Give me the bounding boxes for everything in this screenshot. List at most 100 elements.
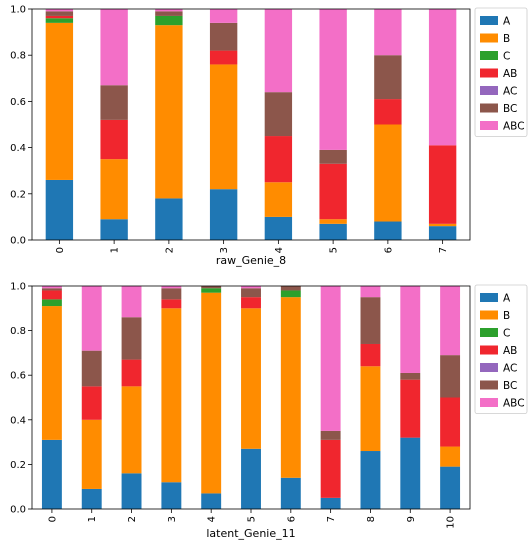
legend-swatch-b [480,33,498,43]
legend-swatch-bc [480,103,498,113]
bar-ab-4 [264,136,293,183]
bar-abc-1 [81,286,102,351]
legend-label-bc: BC [503,103,517,115]
bar-ab-2 [121,359,142,387]
legend-swatch-a [480,293,498,302]
bar-a-2 [155,198,183,240]
bar-ab-10 [440,397,461,447]
legend-swatch-ac [480,363,498,372]
bar-a-6 [374,221,402,240]
legend-label-ac: AC [503,363,517,375]
y-tick-label: 0.2 [10,189,26,200]
legend-swatch-b [480,310,498,320]
legend-label-c: C [503,51,510,63]
x-tick-label: 8 [366,516,377,522]
bar-b-4 [201,292,222,494]
bar-a-5 [319,223,347,240]
x-tick-label: 7 [438,247,449,253]
bar-a-4 [201,493,222,509]
bar-b-0 [45,22,74,180]
bar-c-2 [155,15,183,26]
bar-b-2 [121,386,142,474]
bar-abc-9 [400,286,421,373]
bar-b-3 [209,64,238,190]
bar-ab-9 [400,379,421,438]
bar-ab-7 [428,145,457,224]
legend-swatch-abc [480,121,498,130]
legend-swatch-c [480,51,498,60]
legend-swatch-ab [480,345,498,355]
y-tick-label: 0.8 [10,51,26,62]
bar-ab-7 [320,439,341,498]
bar-abc-7 [320,286,341,431]
y-tick-label: 0.6 [10,371,26,382]
bar-a-1 [81,488,102,509]
y-tick-label: 0.2 [10,460,26,471]
bar-ab-6 [374,99,402,125]
bar-abc-5 [319,9,347,150]
bar-abc-5 [241,286,261,289]
x-axis-label: latent_Genie_11 [206,527,295,540]
legend-label-ac: AC [503,86,517,98]
bar-a-2 [121,473,142,509]
y-tick-label: 0.8 [10,326,26,337]
bar-a-8 [360,451,381,509]
x-tick-label: 0 [47,516,58,522]
bar-a-4 [264,216,293,240]
legend-label-a: A [503,293,511,305]
bar-abc-2 [155,9,183,12]
bar-a-10 [440,466,461,509]
x-tick-label: 6 [286,516,297,522]
x-tick-label: 2 [164,247,175,253]
y-tick-label: 0.0 [10,505,26,516]
legend-label-bc: BC [503,380,517,392]
bar-b-5 [319,219,347,224]
x-tick-label: 1 [110,247,121,253]
x-axis-label: raw_Genie_8 [216,254,286,267]
x-tick-label: 0 [55,247,66,253]
bar-c-6 [280,290,301,298]
x-tick-label: 7 [326,516,337,522]
bar-b-1 [81,419,102,489]
bar-bc-9 [400,372,421,380]
bar-abc-7 [428,9,457,146]
x-tick-label: 3 [167,516,178,522]
bar-bc-2 [155,11,183,16]
bar-b-2 [155,25,183,199]
bar-a-0 [45,179,74,240]
legend-swatch-c [480,328,498,337]
y-tick-label: 0.0 [10,236,26,247]
legend-label-b: B [503,33,510,45]
bar-abc-10 [440,286,461,356]
bar-ab-5 [241,297,261,309]
bar-ab-8 [360,343,381,367]
bar-bc-0 [45,11,74,16]
bar-bc-6 [374,55,402,100]
x-tick-label: 2 [127,516,138,522]
bar-bc-2 [121,317,142,360]
bar-bc-5 [319,149,347,164]
x-tick-label: 10 [446,516,457,529]
bar-b-0 [41,306,62,440]
x-tick-label: 5 [329,247,340,253]
bar-b-6 [280,297,301,478]
bar-abc-4 [264,9,293,93]
bar-bc-5 [241,288,261,298]
legend-swatch-ab [480,68,498,78]
bar-bc-7 [320,430,341,440]
legend-swatch-bc [480,380,498,390]
y-tick-label: 0.4 [10,143,26,154]
bar-b-3 [161,308,182,483]
y-tick-label: 1.0 [10,282,26,293]
x-tick-label: 4 [207,516,218,522]
bar-a-3 [161,482,182,509]
legend-label-ab: AB [503,68,517,80]
legend-swatch-a [480,16,498,25]
bar-abc-0 [45,9,74,12]
bar-abc-2 [121,286,142,318]
bar-a-1 [100,219,128,240]
x-tick-label: 9 [406,516,417,522]
bar-a-0 [41,439,62,509]
